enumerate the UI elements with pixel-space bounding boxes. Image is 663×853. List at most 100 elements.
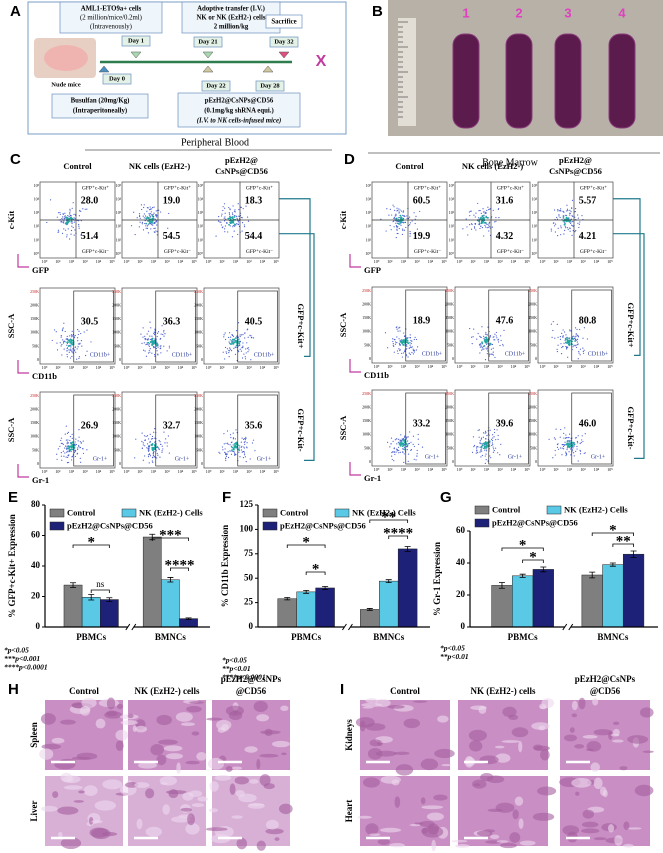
event-dot: [71, 351, 73, 353]
tissue-texture: [434, 748, 455, 759]
event-dot: [402, 339, 405, 342]
event-dot: [497, 438, 499, 440]
event-dot: [66, 341, 68, 344]
y-tick-label: 50K: [530, 342, 537, 347]
event-dot: [153, 222, 155, 224]
event-dot: [77, 448, 79, 451]
event-dot: [560, 208, 562, 210]
event-dot: [497, 341, 500, 343]
event-dot: [155, 347, 158, 350]
event-dot: [247, 336, 249, 338]
event-dot: [222, 206, 224, 208]
gate-percentage: 32.7: [163, 420, 181, 431]
event-dot: [497, 208, 500, 210]
event-dot: [153, 455, 155, 457]
event-dot: [250, 337, 253, 339]
axis-arrow: [349, 359, 361, 373]
y-tick-label: 50K: [32, 343, 39, 348]
event-dot: [572, 441, 574, 444]
event-dot: [480, 345, 483, 347]
flow-plot: [537, 389, 614, 467]
event-dot: [580, 441, 582, 444]
event-dot: [489, 208, 491, 210]
day-label: Day 0: [109, 75, 125, 82]
error-bar: [498, 582, 505, 589]
tissue-texture: [79, 705, 91, 716]
event-dot: [495, 220, 497, 222]
y-tick-label: 0: [201, 357, 203, 362]
event-dot: [473, 214, 475, 216]
event-dot: [234, 438, 236, 440]
tissue-texture: [495, 753, 511, 763]
event-dot: [70, 459, 73, 461]
event-dot: [572, 452, 575, 454]
event-dot: [232, 450, 235, 453]
legend-swatch: [49, 521, 65, 531]
y-tick-label: 250K: [194, 393, 203, 398]
tissue-texture: [58, 831, 63, 838]
x-tick-label: 10¹: [470, 467, 476, 472]
event-dot: [148, 222, 151, 225]
column-header: NK (EzH2-) cells: [135, 686, 200, 696]
event-dot: [243, 224, 246, 226]
event-dot: [232, 213, 234, 216]
bar: [63, 584, 83, 628]
event-dot: [492, 448, 495, 450]
event-dot: [416, 449, 418, 452]
event-dot: [152, 453, 154, 455]
event-dot: [78, 356, 80, 358]
event-dot: [562, 448, 565, 450]
event-dot: [559, 338, 562, 340]
event-dot: [156, 332, 159, 334]
event-dot: [486, 347, 489, 349]
event-dot: [414, 218, 416, 220]
timepoint-marker: [278, 51, 290, 59]
flow-plot: [537, 286, 614, 364]
side-label: GFP+c-Kit-: [626, 406, 636, 449]
event-dot: [70, 217, 73, 220]
event-dot: [222, 351, 224, 353]
event-dot: [489, 226, 491, 228]
event-dot: [147, 454, 150, 456]
event-dot: [409, 344, 411, 346]
event-dot: [147, 339, 149, 341]
label: 2 million/kg: [214, 24, 249, 31]
event-dot: [480, 221, 483, 224]
event-dot: [561, 447, 563, 449]
event-dot: [486, 209, 488, 212]
label: (0.1mg/kg shRNA equi.): [204, 108, 274, 115]
event-dot: [155, 215, 157, 217]
event-dot: [233, 230, 235, 232]
event-dot: [156, 216, 158, 218]
event-dot: [416, 346, 419, 348]
y-axis-label: % CD11b Expression: [220, 525, 230, 607]
event-dot: [229, 209, 231, 211]
event-dot: [408, 442, 411, 445]
significance-bracket: [522, 559, 544, 563]
error-bar: [284, 597, 291, 601]
event-dot: [576, 334, 579, 336]
panel-letter: I: [340, 681, 344, 698]
quadrant-label: GFP⁺c-Kit⁺: [246, 184, 273, 191]
event-dot: [554, 438, 556, 440]
event-dot: [492, 347, 494, 349]
event-dot: [71, 444, 73, 447]
column-header: pEzH2@CsNPs: [575, 674, 636, 684]
event-dot: [79, 447, 81, 449]
event-dot: [69, 212, 71, 214]
event-dot: [567, 228, 569, 231]
event-dot: [393, 226, 395, 228]
error-bar: [609, 562, 616, 567]
event-dot: [393, 351, 395, 353]
y-tick-label: 10¹: [366, 237, 372, 242]
legend-label: NK (EzH2-) Cells: [564, 504, 628, 514]
event-dot: [579, 348, 581, 350]
event-dot: [413, 458, 415, 460]
tissue-texture: [486, 775, 505, 784]
event-dot: [583, 327, 585, 329]
event-dot: [143, 213, 146, 215]
tissue-texture: [41, 805, 58, 812]
event-dot: [574, 216, 576, 218]
event-dot: [65, 425, 67, 427]
event-dot: [469, 327, 471, 330]
